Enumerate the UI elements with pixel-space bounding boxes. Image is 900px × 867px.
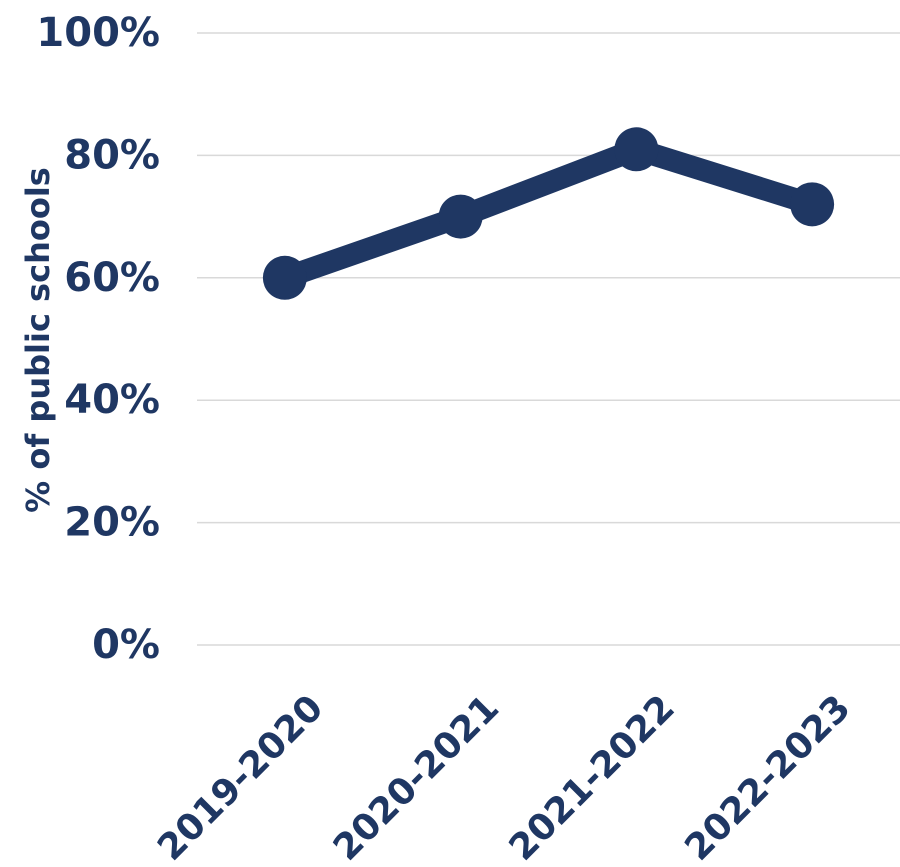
x-tick-label: 2022-2023 bbox=[677, 687, 858, 867]
y-tick-label: 60% bbox=[64, 255, 160, 301]
marker bbox=[438, 194, 483, 239]
y-tick-label: 20% bbox=[64, 500, 160, 546]
x-tick-label: 2021-2022 bbox=[502, 687, 683, 867]
y-tick-label: 0% bbox=[92, 622, 160, 668]
x-tick-label: 2020-2021 bbox=[326, 687, 507, 867]
marker bbox=[614, 127, 659, 172]
y-tick-label: 40% bbox=[64, 377, 160, 423]
y-axis-title: % of public schools bbox=[19, 167, 57, 513]
y-tick-label: 100% bbox=[36, 10, 160, 56]
line bbox=[281, 138, 816, 289]
y-tick-label: 80% bbox=[64, 132, 160, 178]
marker bbox=[790, 182, 835, 227]
marker bbox=[262, 255, 307, 300]
x-tick-label: 2019-2020 bbox=[150, 687, 331, 867]
